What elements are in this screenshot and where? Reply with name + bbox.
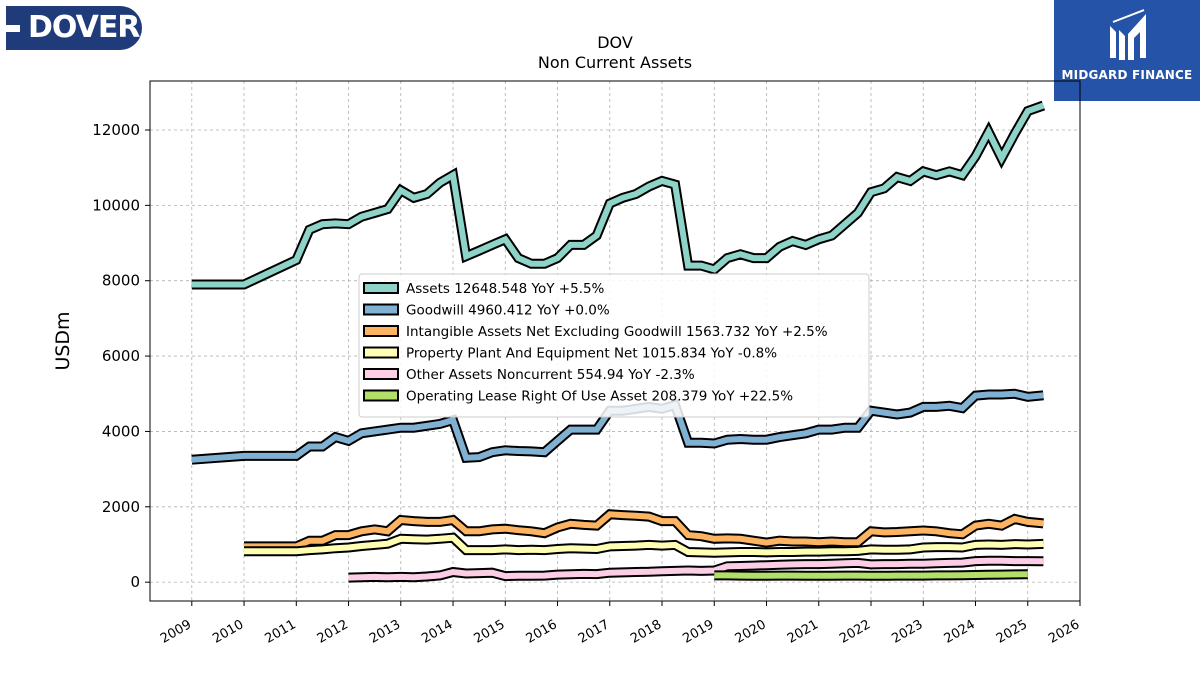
x-tick-label: 2010 — [210, 617, 246, 647]
x-tick-label: 2016 — [524, 617, 560, 647]
y-tick-label: 2000 — [102, 498, 140, 516]
dover-logo: DOVER — [6, 6, 142, 50]
x-tick-label: 2009 — [158, 617, 194, 647]
midgard-logo-text: MIDGARD FINANCE — [1061, 68, 1193, 82]
x-tick-label: 2013 — [367, 617, 403, 647]
x-tick-label: 2026 — [1046, 617, 1082, 647]
legend: Assets 12648.548 YoY +5.5% Goodwill 4960.… — [358, 273, 870, 418]
legend-swatch-5 — [363, 389, 399, 402]
plot-frame — [149, 80, 1081, 602]
legend-swatch-2 — [363, 325, 399, 337]
legend-swatch-4 — [363, 368, 399, 380]
x-tick-label: 2019 — [680, 617, 716, 647]
midgard-finance-logo: MIDGARD FINANCE — [1054, 0, 1200, 101]
y-tick-label: 10000 — [92, 196, 140, 214]
x-tick-label: 2023 — [889, 617, 925, 647]
grid-lines — [150, 81, 1081, 601]
midgard-emblem-icon — [1110, 9, 1146, 60]
x-tick-label: 2025 — [994, 617, 1030, 647]
legend-swatch-0 — [363, 282, 399, 294]
chart-subtitle: Non Current Assets — [538, 53, 692, 72]
legend-entry-1: Goodwill 4960.412 YoY +0.0% — [406, 303, 610, 319]
legend-entry-2: Intangible Assets Net Excluding Goodwill… — [406, 324, 828, 340]
x-tick-label: 2021 — [785, 617, 821, 647]
series-line-4 — [348, 557, 1044, 581]
x-tick-label: 2012 — [315, 617, 351, 647]
legend-box — [358, 273, 870, 418]
series-line-2 — [244, 511, 1044, 550]
x-tick-label: 2018 — [628, 617, 664, 647]
chart-title: DOV — [597, 33, 633, 52]
legend-entry-4: Other Assets Noncurrent 554.94 YoY -2.3% — [406, 367, 695, 383]
series-outline-0 — [191, 100, 1046, 290]
x-tick-label: 2017 — [576, 617, 612, 647]
dover-logo-notch — [6, 25, 20, 32]
y-tick-label: 8000 — [102, 272, 140, 290]
legend-entry-5: Operating Lease Right Of Use Asset 208.3… — [406, 389, 793, 405]
x-tick-label: 2015 — [471, 617, 507, 647]
series-line-0 — [191, 102, 1045, 288]
x-tick-label: 2022 — [837, 617, 873, 647]
series-layer — [191, 100, 1046, 583]
x-tick-label: 2024 — [942, 617, 978, 647]
x-tick-label: 2020 — [733, 617, 769, 647]
series-line-5 — [714, 571, 1028, 579]
y-axis-label: USDm — [52, 311, 74, 370]
y-tick-label: 4000 — [102, 422, 140, 440]
legend-entry-0: Assets 12648.548 YoY +5.5% — [406, 281, 605, 297]
legend-swatch-1 — [363, 303, 399, 316]
y-tick-label: 6000 — [102, 347, 140, 365]
dover-logo-text: DOVER — [28, 10, 140, 45]
legend-swatch-3 — [363, 346, 399, 359]
y-tick-label: 0 — [130, 573, 140, 591]
x-tick-label: 2011 — [262, 617, 298, 647]
legend-entry-3: Property Plant And Equipment Net 1015.83… — [406, 346, 777, 362]
x-tick-label: 2014 — [419, 617, 455, 647]
y-tick-label: 12000 — [92, 121, 140, 139]
series-line-3 — [244, 534, 1044, 556]
